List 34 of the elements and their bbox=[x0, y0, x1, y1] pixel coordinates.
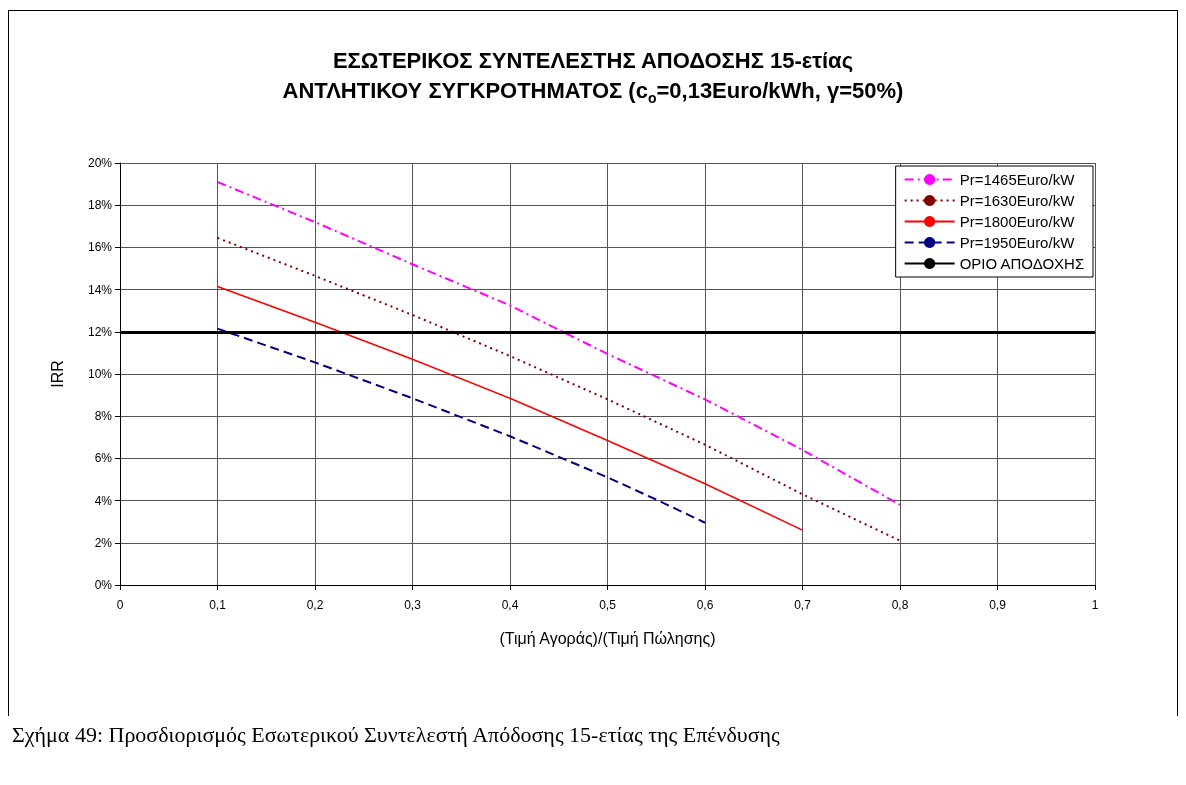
x-tick-label: 1 bbox=[1091, 598, 1099, 612]
x-tick-label: 0,3 bbox=[404, 598, 422, 612]
x-tick-label: 0,6 bbox=[696, 598, 714, 612]
x-tick-label: 0,8 bbox=[891, 598, 909, 612]
line-series bbox=[216, 327, 706, 524]
x-tick-label: 0,7 bbox=[794, 598, 812, 612]
y-tick-label: 14% bbox=[87, 282, 113, 297]
y-axis-title: IRR bbox=[48, 360, 66, 388]
y-tick-label: 2% bbox=[94, 535, 113, 550]
legend-label: Pr=1800Euro/kW bbox=[959, 213, 1076, 230]
line-series bbox=[216, 285, 804, 531]
y-tick-label: 8% bbox=[94, 409, 113, 424]
x-tick-label: 0,4 bbox=[501, 598, 519, 612]
y-tick-label: 6% bbox=[94, 451, 113, 466]
line-series bbox=[216, 180, 901, 506]
legend-label: Pr=1950Euro/kW bbox=[959, 234, 1076, 251]
y-tick-label: 20% bbox=[87, 156, 113, 170]
legend-label: Pr=1465Euro/kW bbox=[959, 171, 1076, 188]
legend-label: Pr=1630Euro/kW bbox=[959, 192, 1076, 209]
x-tick-label: 0,9 bbox=[989, 598, 1007, 612]
x-tick-label: 0,5 bbox=[599, 598, 617, 612]
x-tick-label: 0,2 bbox=[306, 598, 324, 612]
x-tick-label: 0 bbox=[116, 598, 124, 612]
y-tick-label: 12% bbox=[87, 324, 113, 339]
x-tick-label: 0,1 bbox=[209, 598, 227, 612]
y-tick-label: 10% bbox=[87, 367, 113, 381]
line-series bbox=[216, 236, 901, 542]
y-tick-label: 0% bbox=[94, 578, 113, 592]
x-axis-title: (Τιμή Αγοράς)/(Τιμή Πώλησης) bbox=[499, 629, 716, 647]
y-tick-label: 4% bbox=[94, 493, 113, 508]
y-tick-label: 16% bbox=[87, 240, 113, 255]
text: Σχήμα 49: Προσδιορισμός Εσωτερικού Συντελεστή Απόδοσης 15-ετίας της Επένδυσης bbox=[12, 722, 780, 748]
legend-label: ΟΡΙΟ ΑΠΟΔΟΧΗΣ bbox=[959, 255, 1085, 272]
y-tick-label: 18% bbox=[87, 198, 113, 213]
